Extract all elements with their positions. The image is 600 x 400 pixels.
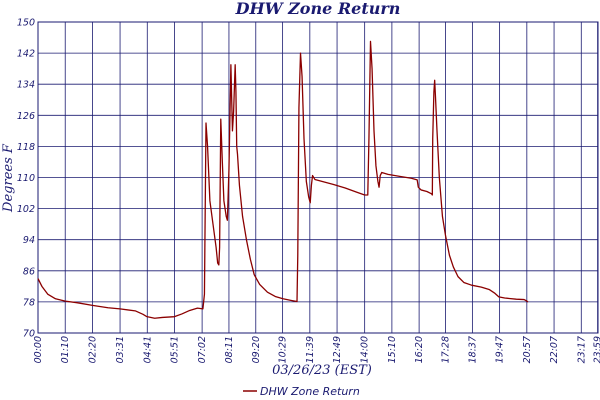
grid — [37, 21, 599, 334]
x-tick-label: 09:20 — [251, 336, 262, 363]
x-tick-label: 22:07 — [549, 336, 560, 363]
y-tick-label: 126 — [17, 111, 35, 122]
y-tick-label: 142 — [17, 49, 35, 60]
legend: DHW Zone Return — [243, 385, 360, 398]
y-tick-label: 78 — [23, 297, 35, 308]
x-tick-label: 17:28 — [441, 336, 452, 363]
x-tick-label: 15:10 — [387, 336, 398, 363]
x-tick-label: 19:47 — [495, 336, 506, 363]
x-tick-label: 04:41 — [142, 336, 153, 363]
x-tick-label: 03:31 — [115, 336, 126, 363]
chart-title: DHW Zone Return — [235, 0, 401, 18]
y-axis-ticks: 70 78 86 94 102 110 118 126 134 142 150 — [17, 18, 35, 340]
x-tick-label: 01:10 — [60, 336, 71, 363]
y-tick-label: 94 — [23, 235, 35, 246]
x-tick-label: 00:00 — [33, 336, 44, 363]
x-tick-label: 05:51 — [170, 336, 181, 363]
legend-label-dhw-zone-return: DHW Zone Return — [260, 385, 360, 398]
x-tick-label: 11:39 — [305, 336, 316, 363]
x-tick-label: 07:02 — [197, 336, 208, 363]
y-tick-label: 134 — [17, 80, 35, 91]
series-line-dhw-zone-return — [37, 40, 529, 319]
y-tick-label: 110 — [17, 173, 35, 184]
y-tick-label: 118 — [17, 142, 35, 153]
x-tick-label: 10:29 — [278, 336, 289, 363]
x-tick-label: 02:20 — [87, 336, 98, 363]
x-axis-ticks: 00:00 01:10 02:20 03:31 04:41 05:51 07:02 08:11… — [33, 336, 600, 363]
plot-area — [37, 21, 599, 334]
y-axis-label: Degrees F — [1, 143, 16, 213]
y-tick-label: 70 — [23, 329, 35, 340]
y-tick-label: 102 — [17, 204, 35, 215]
x-tick-label: 08:11 — [224, 336, 235, 363]
y-tick-label: 86 — [23, 266, 35, 277]
x-tick-label: 23:17 — [576, 336, 587, 363]
x-tick-label: 18:37 — [467, 336, 478, 363]
x-tick-label: 20:57 — [522, 336, 533, 363]
x-tick-label: 16:20 — [414, 336, 425, 363]
x-tick-label: 23:59 — [593, 336, 600, 363]
x-axis-label: 03/26/23 (EST) — [272, 363, 372, 378]
x-tick-label: 12:49 — [332, 336, 343, 363]
x-tick-label: 14:00 — [360, 336, 371, 363]
y-tick-label: 150 — [17, 18, 35, 29]
